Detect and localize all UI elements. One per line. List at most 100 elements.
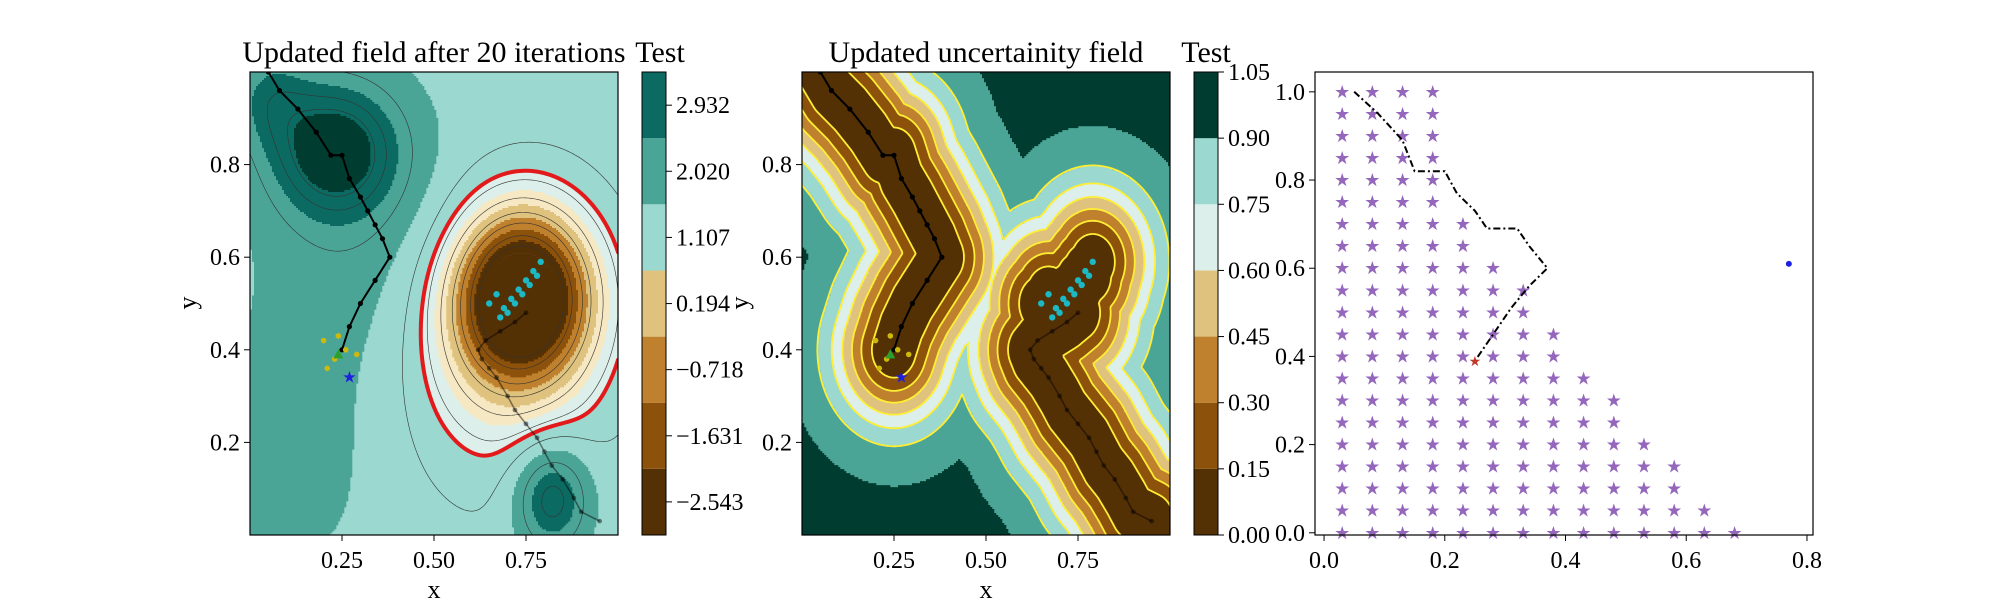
path-point: [932, 236, 937, 241]
candidate-star: ★: [1515, 523, 1531, 543]
second-path-point: [1094, 449, 1099, 454]
path-point: [365, 208, 370, 213]
second-path-point: [1087, 435, 1092, 440]
candidate-star: ★: [1455, 280, 1471, 300]
colorbar-field-label: Test: [635, 36, 685, 69]
candidate-star: ★: [1334, 368, 1350, 388]
candidate-star: ★: [1455, 435, 1471, 455]
colorbar-tick-label: 0.194: [676, 292, 730, 318]
colorbar-segment: [1194, 403, 1218, 469]
candidate-star: ★: [1515, 501, 1531, 521]
path-point: [847, 106, 852, 111]
x-tick-label: 0.75: [1057, 548, 1099, 574]
colorbar-segment: [1194, 270, 1218, 336]
target-star-marker: ★: [894, 370, 908, 387]
candidate-star: ★: [1334, 126, 1350, 146]
second-path-point: [513, 408, 518, 413]
candidate-star: ★: [1576, 479, 1592, 499]
path-point: [373, 222, 378, 227]
candidate-star: ★: [1394, 302, 1410, 322]
cyan-sample-point: [512, 300, 518, 306]
candidate-star: ★: [1394, 104, 1410, 124]
candidate-star: ★: [1334, 280, 1350, 300]
candidate-star: ★: [1485, 435, 1501, 455]
candidate-star: ★: [1394, 236, 1410, 256]
panel-uncertainty-yticks: 0.20.40.60.8: [762, 153, 802, 457]
colorbar-segment: [642, 138, 666, 204]
colorbar-uncertainty: 1.050.900.750.600.450.300.150.00: [1194, 60, 1270, 549]
candidate-star: ★: [1636, 457, 1652, 477]
path-point: [358, 301, 363, 306]
path-point: [347, 176, 352, 181]
candidate-star: ★: [1425, 457, 1441, 477]
colorbar-segment: [642, 204, 666, 270]
candidate-star: ★: [1485, 280, 1501, 300]
cyan-sample-point: [1056, 310, 1062, 316]
candidate-star: ★: [1394, 148, 1410, 168]
candidate-star: ★: [1425, 523, 1441, 543]
y-tick-label: 0.8: [762, 153, 792, 179]
design-grid-points: ★ ★ ★ ★★ ★ ★ ★★ ★ ★ ★★ ★ ★ ★★ ★ ★ ★★ ★ ★ ★★ ★ ★ ★ ★★ ★ ★ ★ ★★ ★ ★ ★ ★ ★…: [1334, 82, 1792, 543]
y-tick-label: 0.8: [210, 153, 240, 179]
candidate-star: ★: [1364, 302, 1380, 322]
yellow-sample-point: [324, 366, 330, 372]
panel-design-grid: ★ ★ ★ ★★ ★ ★ ★★ ★ ★ ★★ ★ ★ ★★ ★ ★ ★★ ★ ★ ★★ ★ ★ ★ ★★ ★ ★ ★ ★★ ★ ★ ★ ★ ★…: [1275, 72, 1822, 574]
candidate-star: ★: [1455, 479, 1471, 499]
y-tick-label: 0.2: [762, 430, 792, 456]
y-tick-label: 0.2: [210, 430, 240, 456]
candidate-star: ★: [1394, 413, 1410, 433]
colorbar-tick-label: 2.020: [676, 159, 730, 185]
second-path-point: [1131, 509, 1136, 514]
candidate-star: ★: [1485, 391, 1501, 411]
candidate-star: ★: [1485, 302, 1501, 322]
y-tick-label: 0.6: [762, 245, 792, 271]
candidate-star: ★: [1425, 170, 1441, 190]
candidate-star: ★: [1364, 324, 1380, 344]
candidate-star: ★: [1425, 258, 1441, 278]
colorbar-tick-label: 0.00: [1228, 523, 1270, 549]
candidate-star: ★: [1485, 457, 1501, 477]
candidate-star: ★: [1364, 413, 1380, 433]
candidate-star: ★: [1606, 457, 1622, 477]
second-path-point: [1046, 375, 1051, 380]
cyan-sample-point: [1049, 314, 1055, 320]
candidate-star: ★: [1515, 368, 1531, 388]
x-tick-label: 0.25: [873, 548, 915, 574]
candidate-star: ★: [1425, 148, 1441, 168]
path-point: [866, 130, 871, 135]
candidate-star: ★: [1545, 413, 1561, 433]
candidate-star: ★: [1334, 457, 1350, 477]
colorbar-segment: [1194, 204, 1218, 270]
colorbar-tick-label: −0.718: [676, 358, 744, 384]
path-point: [387, 255, 392, 260]
panel-uncertainty-ylabel: y: [725, 297, 754, 310]
candidate-star: ★: [1515, 302, 1531, 322]
second-path-point: [571, 496, 576, 501]
candidate-star: ★: [1485, 258, 1501, 278]
candidate-star: ★: [1485, 523, 1501, 543]
path-point: [314, 130, 319, 135]
yellow-sample-point: [876, 366, 882, 372]
path-point: [380, 236, 385, 241]
candidate-star: ★: [1394, 501, 1410, 521]
candidate-star: ★: [1394, 368, 1410, 388]
candidate-star: ★: [1545, 523, 1561, 543]
candidate-star: ★: [1545, 324, 1561, 344]
second-path-point: [560, 477, 565, 482]
yellow-sample-point: [321, 338, 327, 344]
candidate-star: ★: [1696, 501, 1712, 521]
second-path-point: [579, 509, 584, 514]
candidate-star: ★: [1576, 391, 1592, 411]
second-path-point: [1057, 394, 1062, 399]
candidate-star: ★: [1515, 479, 1531, 499]
path-point: [880, 153, 885, 158]
candidate-star: ★: [1576, 457, 1592, 477]
candidate-star: ★: [1545, 346, 1561, 366]
second-path-point: [597, 519, 602, 524]
field-contour-fill: ★: [250, 69, 618, 535]
candidate-star: ★: [1334, 258, 1350, 278]
candidate-star: ★: [1455, 501, 1471, 521]
candidate-star: ★: [1394, 435, 1410, 455]
candidate-star: ★: [1364, 457, 1380, 477]
